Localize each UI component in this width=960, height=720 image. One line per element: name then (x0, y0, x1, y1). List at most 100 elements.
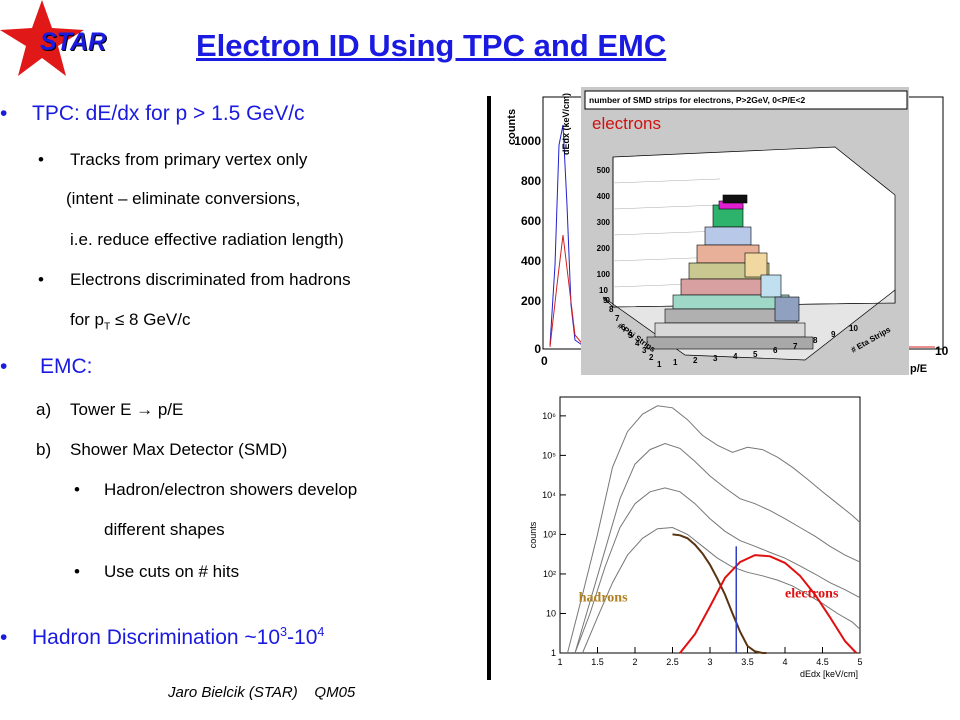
bullet-dot: • (38, 270, 44, 289)
lego-etatick: 9 (831, 330, 836, 339)
bullet-dot: • (74, 562, 80, 581)
y-tick-label: 1 (551, 648, 556, 658)
x-tick-label: 5 (857, 657, 862, 667)
annotation-electrons: electrons (785, 587, 839, 602)
series-line (574, 487, 861, 654)
pt-text-pre: for p (70, 310, 105, 329)
bullet-dot: • (38, 150, 44, 169)
bullet-tpc-pt-limit: for pT ≤ 8 GeV/c (70, 310, 191, 333)
hadron-sup-1: 3 (280, 625, 288, 639)
pt-text-post: ≤ 8 GeV/c (110, 310, 191, 329)
smd-strips-plot: counts 1000 800 600 400 200 0 0 10 p/E d… (506, 87, 949, 375)
hadron-text-pre: Hadron Discrimination ~10 (32, 626, 281, 649)
y-tick-label: 10 (546, 608, 556, 618)
bullet-dot: • (74, 480, 80, 499)
lego-phitick: 8 (609, 305, 614, 314)
pe-ytick: 600 (521, 214, 541, 228)
bullet-hadron-discrimination: • Hadron Discrimination ~103-104 (0, 625, 325, 649)
x-tick-label: 3.5 (741, 657, 754, 667)
bullet-emc-text: EMC: (40, 355, 93, 378)
lego-phitick: 7 (615, 314, 620, 323)
y-axis-label: counts (528, 521, 538, 548)
lego-ztick: 400 (597, 192, 611, 201)
x-tick-label: 2 (632, 657, 637, 667)
x-tick-label: 3 (707, 657, 712, 667)
pt-subscript: T (104, 321, 111, 333)
y-tick-label: 10⁶ (542, 411, 556, 421)
lego-ztick: 300 (597, 218, 611, 227)
pe-xtick: 0 (541, 354, 548, 368)
lego-phitick: 10 (599, 286, 608, 295)
x-tick-label: 2.5 (666, 657, 679, 667)
lego-etatick: 8 (813, 336, 818, 345)
lego-etatick: 7 (793, 342, 798, 351)
chart-frame (559, 396, 861, 654)
vertical-divider (487, 96, 491, 680)
lego-etatick: 4 (733, 352, 738, 361)
x-tick-label: 4 (782, 657, 787, 667)
pe-ytick: 800 (521, 174, 541, 188)
dedx-label: dEdx (keV/cm) (561, 93, 571, 155)
lego-phitick: 3 (642, 346, 647, 355)
x-tick-label: 1 (557, 657, 562, 667)
lego-title-box (584, 90, 908, 110)
lego-phitick: 9 (603, 296, 608, 305)
pe-xtick: 10 (935, 344, 949, 358)
series-line (567, 405, 861, 654)
bullet-shower-shapes: Hadron/electron showers develop (104, 480, 358, 499)
y-tick-label: 10³ (543, 529, 556, 539)
pe-ytick: 200 (521, 294, 541, 308)
lego-phitick: 5 (628, 331, 633, 340)
pe-ylabel: counts (506, 109, 518, 145)
hadron-sup-2: 4 (317, 625, 325, 639)
bullet-tpc-tracks: Tracks from primary vertex only (70, 150, 308, 169)
annotation-hadrons: hadrons (579, 591, 628, 606)
lego-phitick: 6 (621, 323, 626, 332)
lego-title: number of SMD strips for electrons, P>2G… (589, 95, 806, 105)
bullet-emc: • EMC: (0, 355, 93, 378)
bullet-tpc-electrons: Electrons discriminated from hadrons (70, 270, 351, 289)
x-tick-label: 1.5 (591, 657, 604, 667)
lego-ztick: 200 (597, 244, 611, 253)
lego-phitick: 1 (657, 360, 662, 369)
series-electrons (679, 554, 858, 654)
lego-etatick: 2 (693, 356, 698, 365)
y-tick-label: 10² (543, 569, 556, 579)
lego-etatick: 1 (673, 358, 678, 367)
pe-ytick: 0 (534, 342, 541, 356)
pe-ytick: 1000 (514, 134, 541, 148)
bullet-cuts-hits: Use cuts on # hits (104, 562, 240, 581)
lego-ztick: 100 (597, 270, 611, 279)
y-tick-label: 10⁵ (542, 450, 556, 460)
lego-electrons-label: electrons (592, 114, 661, 133)
series-line (574, 442, 861, 654)
y-tick-label: 10⁴ (542, 490, 556, 500)
lego-bars (646, 194, 814, 350)
lego-ztick: 500 (597, 166, 611, 175)
bullet-shower-shapes-cont: different shapes (104, 520, 225, 539)
emc-b-smd: Shower Max Detector (SMD) (70, 440, 288, 459)
lego-etatick: 3 (713, 354, 718, 363)
emc-b-marker: b) (36, 440, 52, 459)
lego-phitick: 2 (649, 353, 654, 362)
pe-ytick: 400 (521, 254, 541, 268)
emc-a-marker: a) (36, 400, 52, 419)
lego-etatick: 6 (773, 346, 778, 355)
bullet-tpc-tracks-cont1: (intent – eliminate conversions, (66, 189, 301, 208)
footer-credit: Jaro Bielcik (STAR) QM05 (168, 684, 356, 701)
slide-title: Electron ID Using TPC and EMC (196, 28, 667, 63)
emc-a-tower: Tower E → p/E (70, 400, 184, 419)
x-axis-label: dEdx [keV/cm] (800, 669, 858, 679)
dedx-chart: 1 1.5 2 2.5 3 3.5 4 4.5 5 10⁶ 10⁵ 10⁴ 10³ 10² 10 1 dEdx … (528, 396, 863, 679)
x-tick-label: 4.5 (816, 657, 829, 667)
lego-ztick: 0 (606, 296, 611, 305)
bullet-tpc-text: TPC: dE/dx for p > 1.5 GeV/c (32, 102, 305, 125)
lego-phitick: 4 (635, 339, 640, 348)
pe-xlabel: p/E (910, 363, 927, 375)
bullet-tpc: • TPC: dE/dx for p > 1.5 GeV/c (0, 102, 305, 125)
lego-etatick: 10 (849, 324, 858, 333)
star-logo-icon (0, 0, 84, 76)
hadron-text-mid: -10 (287, 626, 318, 649)
star-logo-text: STAR (40, 28, 107, 56)
bullet-tpc-tracks-cont2: i.e. reduce effective radiation length) (70, 230, 344, 249)
